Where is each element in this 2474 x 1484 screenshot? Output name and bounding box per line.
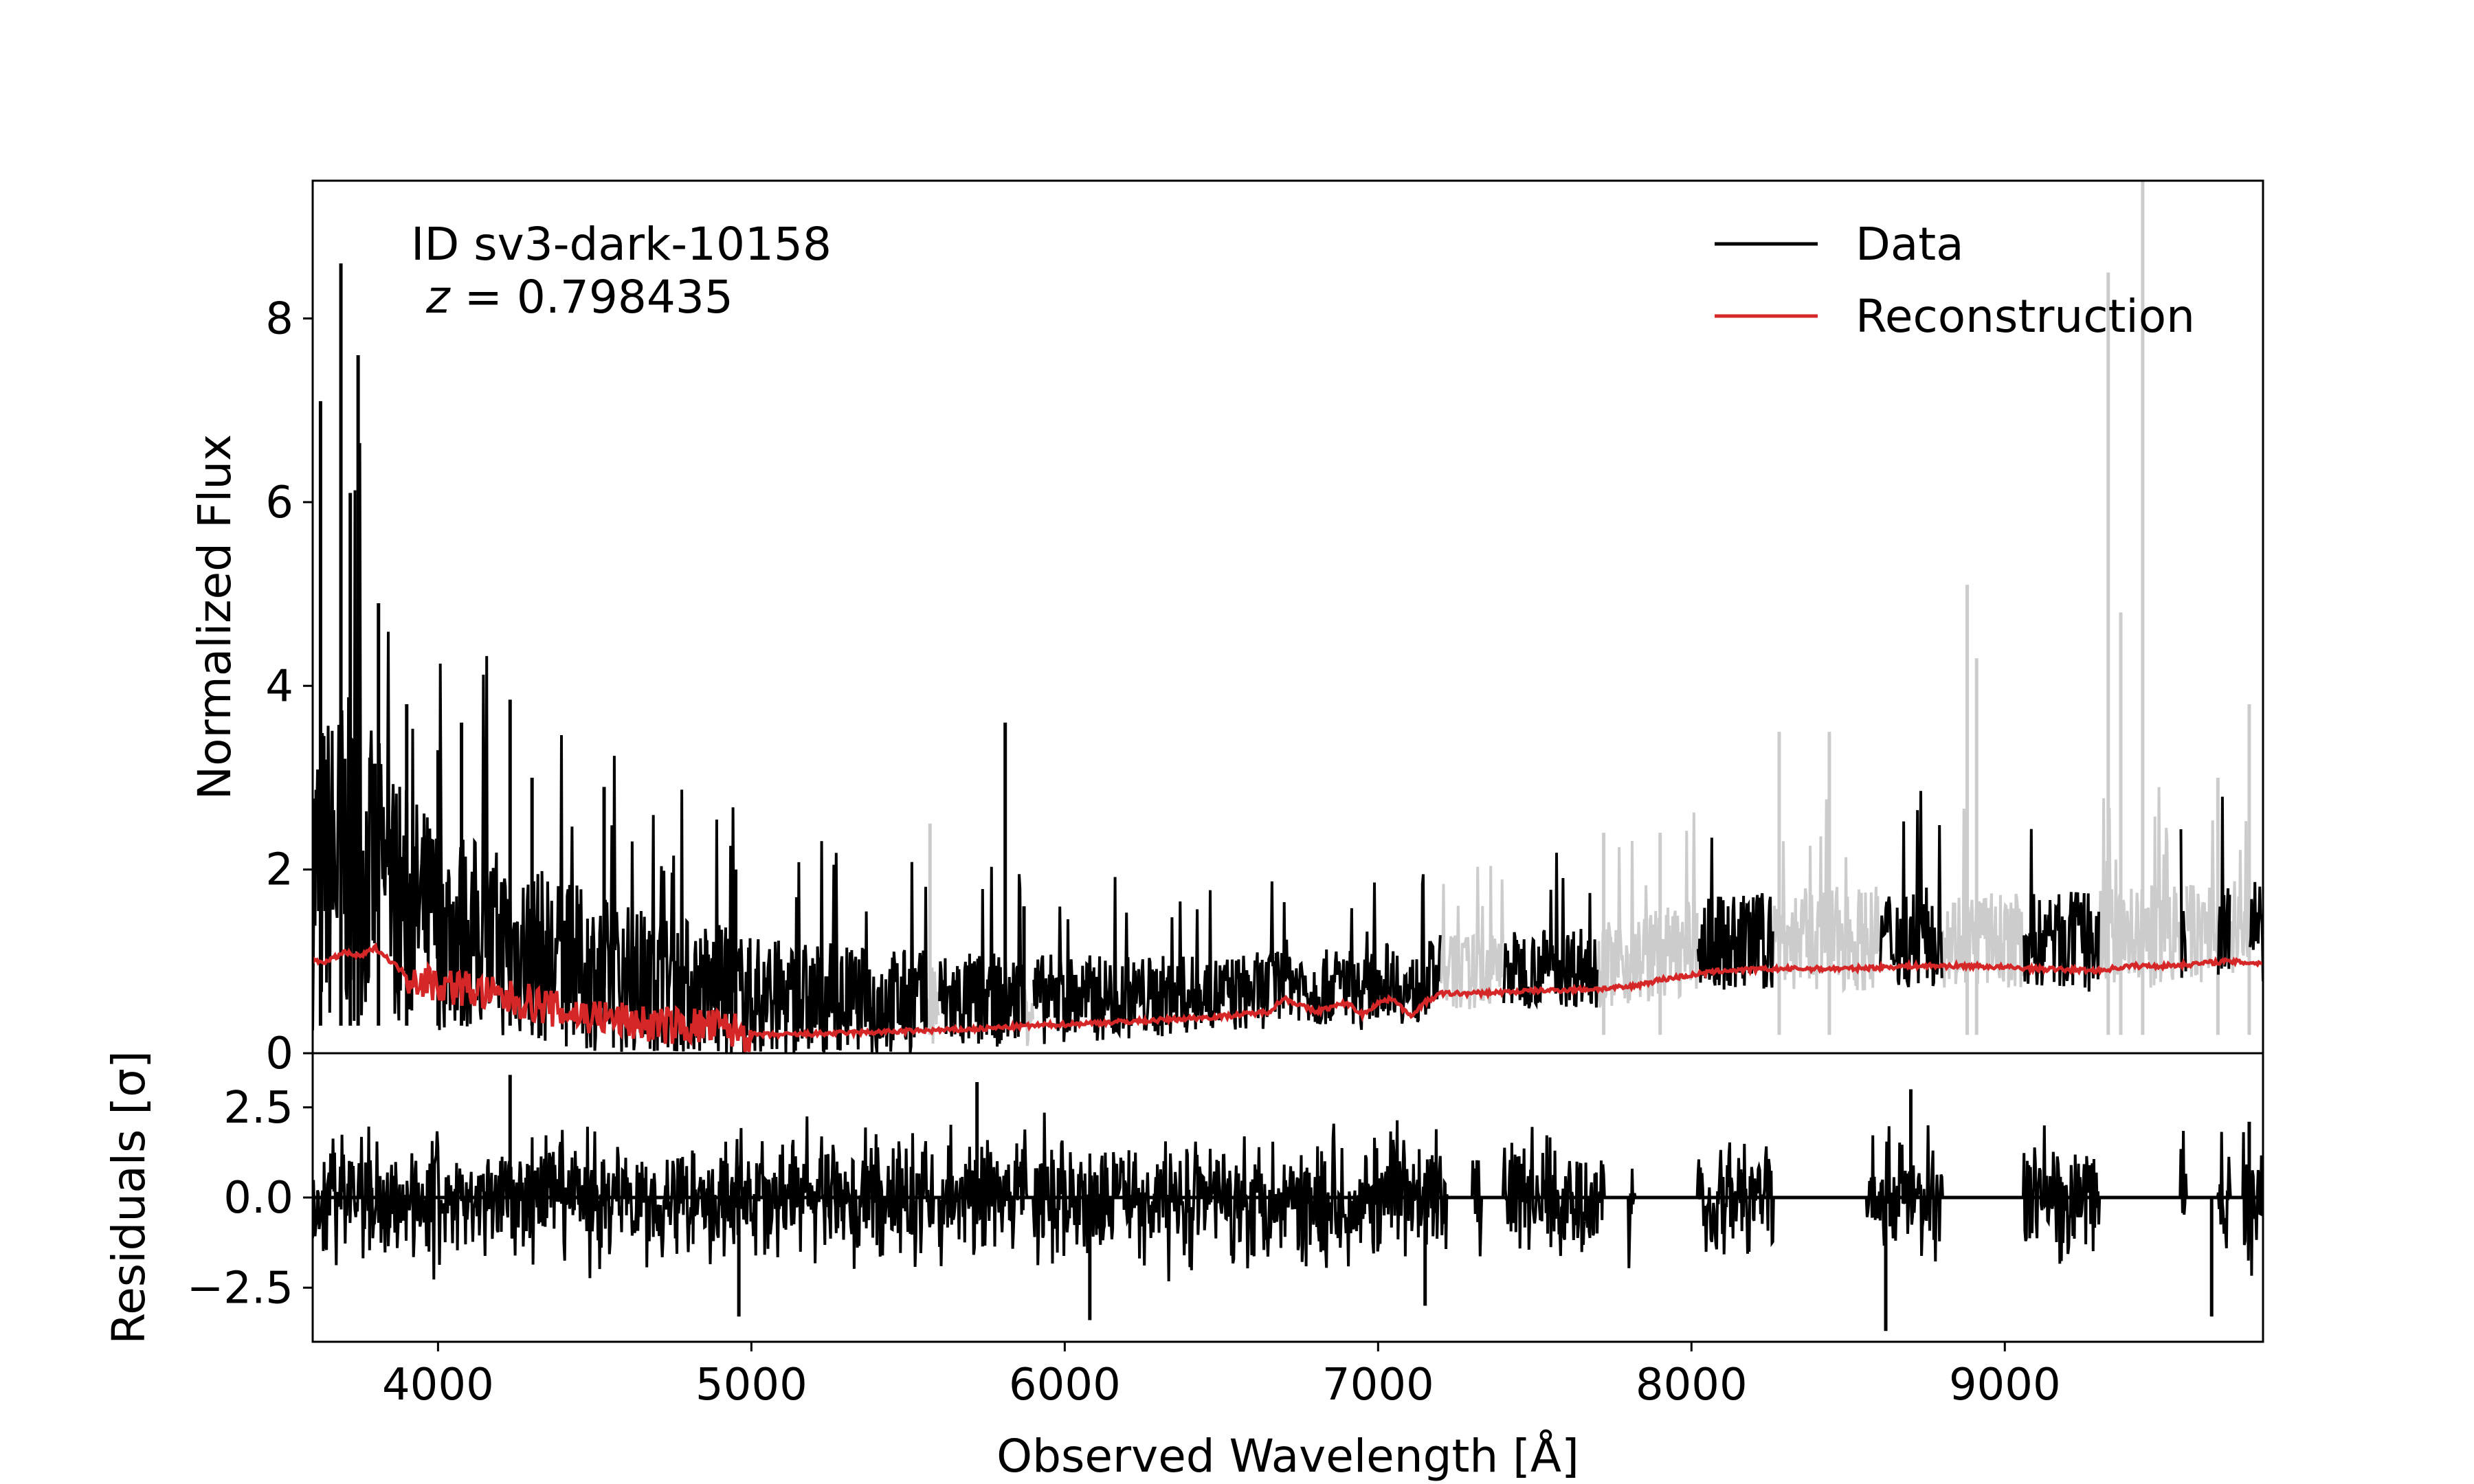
flux-series-group [313,181,2263,1053]
redshift-value: 0.798435 [517,271,733,324]
redshift-symbol: z [425,271,451,324]
flux-y-axis-label: Normalized Flux [188,434,241,800]
x-tick-label: 5000 [695,1360,807,1410]
residuals-y-axis-label: Residuals [σ] [102,1050,155,1344]
flux-y-tick-label: 0 [265,1028,293,1079]
residuals-label-text: Residuals [102,1115,155,1345]
reconstruction-line [313,942,2263,1053]
flux-y-tick-label: 2 [265,845,293,896]
residuals-y-tick-label: −2.5 [187,1263,293,1314]
residuals-y-tick-label: 0.0 [223,1173,293,1224]
x-tick-label: 9000 [1949,1360,2061,1410]
x-tick-label: 7000 [1322,1360,1434,1410]
residuals-panel: −2.5 0.0 2.5 Residuals [σ] [102,1050,2264,1345]
flux-y-tick-label: 8 [265,294,293,345]
flux-y-tick-label: 6 [265,477,293,528]
x-ticks: 4000 5000 6000 7000 8000 9000 [382,1342,2061,1410]
legend-reconstruction-label: Reconstruction [1855,290,2195,343]
data-line [313,442,2263,1053]
flux-y-tick-label: 4 [265,661,293,712]
residuals-y-tick-label: 2.5 [223,1083,293,1134]
flux-y-ticks: 0 2 4 6 8 [265,294,313,1079]
residuals-y-ticks: −2.5 0.0 2.5 [187,1083,313,1314]
x-tick-label: 6000 [1009,1360,1121,1410]
redshift-equals: = [450,271,517,324]
legend: Data Reconstruction [1715,218,2195,343]
x-tick-label: 4000 [382,1360,494,1410]
legend-data-label: Data [1855,218,1964,271]
residuals-series-group [313,1075,2263,1331]
spectrum-id-label: ID sv3-dark-10158 [411,218,832,271]
residuals-label-sigma: [σ] [102,1050,155,1114]
x-axis-label: Observed Wavelength [Å] [996,1430,1579,1483]
redshift-label: z = 0.798435 [425,271,733,324]
x-tick-label: 8000 [1636,1360,1748,1410]
